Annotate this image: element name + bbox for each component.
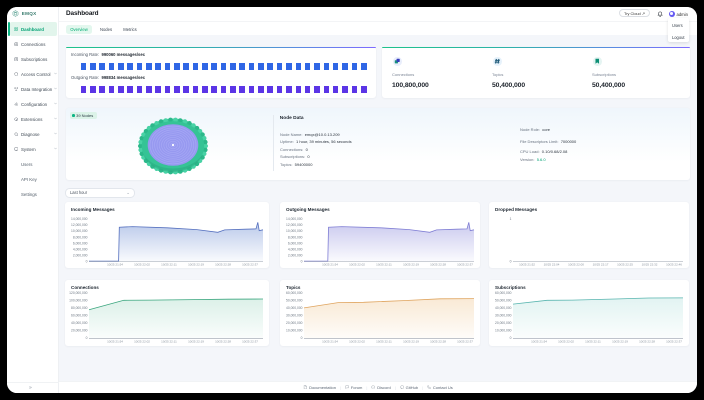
svg-text:10/25 22:25: 10/25 22:25 (617, 263, 633, 267)
svg-text:10/25 22:19: 10/25 22:19 (612, 340, 628, 344)
svg-text:10/25 22:37: 10/25 22:37 (457, 340, 473, 344)
svg-text:10/25 22:02: 10/25 22:02 (558, 340, 574, 344)
svg-text:10/25 22:02: 10/25 22:02 (349, 340, 365, 344)
svg-text:10/25 21:54: 10/25 21:54 (107, 340, 123, 344)
svg-text:10/25 22:19: 10/25 22:19 (403, 263, 419, 267)
svg-text:10/25 22:02: 10/25 22:02 (134, 263, 150, 267)
svg-text:6,000,000: 6,000,000 (288, 241, 303, 245)
svg-text:30,000,000: 30,000,000 (495, 313, 512, 317)
svg-text:10/25 22:37: 10/25 22:37 (242, 263, 258, 267)
svg-text:2,000,000: 2,000,000 (73, 253, 88, 257)
svg-text:60,000,000: 60,000,000 (71, 313, 88, 317)
svg-text:10/25 22:28: 10/25 22:28 (430, 340, 446, 344)
svg-text:10/25 22:11: 10/25 22:11 (161, 340, 177, 344)
svg-text:2,000,000: 2,000,000 (288, 253, 303, 257)
svg-text:10/25 22:04: 10/25 22:04 (544, 263, 560, 267)
svg-text:60,000,000: 60,000,000 (286, 291, 303, 295)
svg-text:10/25 21:54: 10/25 21:54 (322, 263, 338, 267)
svg-text:80,000,000: 80,000,000 (71, 306, 88, 310)
svg-text:10/25 21:52: 10/25 21:52 (519, 263, 535, 267)
svg-text:6,000,000: 6,000,000 (73, 241, 88, 245)
svg-text:8,000,000: 8,000,000 (73, 235, 88, 239)
svg-text:12,000,000: 12,000,000 (286, 223, 303, 227)
svg-text:0: 0 (301, 336, 303, 340)
svg-text:0: 0 (301, 260, 303, 264)
svg-text:10/25 22:32: 10/25 22:32 (642, 263, 658, 267)
svg-text:30,000,000: 30,000,000 (286, 313, 303, 317)
svg-text:10/25 22:46: 10/25 22:46 (666, 263, 682, 267)
svg-text:14,000,000: 14,000,000 (71, 217, 88, 221)
svg-text:120,000,000: 120,000,000 (69, 291, 88, 295)
svg-text:20,000,000: 20,000,000 (495, 321, 512, 325)
svg-text:20,000,000: 20,000,000 (71, 328, 88, 332)
svg-text:10/25 22:11: 10/25 22:11 (376, 263, 392, 267)
svg-text:10/25 22:19: 10/25 22:19 (403, 340, 419, 344)
svg-text:10/25 22:37: 10/25 22:37 (666, 340, 682, 344)
svg-text:10,000,000: 10,000,000 (286, 229, 303, 233)
svg-text:10/25 22:28: 10/25 22:28 (639, 340, 655, 344)
svg-text:10/25 21:54: 10/25 21:54 (322, 340, 338, 344)
svg-text:10/25 22:00: 10/25 22:00 (568, 263, 584, 267)
svg-text:10/25 21:54: 10/25 21:54 (107, 263, 123, 267)
svg-text:12,000,000: 12,000,000 (71, 223, 88, 227)
svg-text:4,000,000: 4,000,000 (73, 247, 88, 251)
svg-text:1: 1 (510, 217, 512, 221)
svg-text:10/25 22:11: 10/25 22:11 (585, 340, 601, 344)
svg-text:10/25 22:19: 10/25 22:19 (188, 263, 204, 267)
svg-text:8,000,000: 8,000,000 (288, 235, 303, 239)
svg-text:40,000,000: 40,000,000 (495, 306, 512, 310)
svg-text:10/25 22:37: 10/25 22:37 (242, 340, 258, 344)
svg-text:10,000,000: 10,000,000 (495, 328, 512, 332)
svg-text:10/25 22:28: 10/25 22:28 (215, 340, 231, 344)
svg-text:10,000,000: 10,000,000 (71, 229, 88, 233)
svg-text:10/25 22:02: 10/25 22:02 (134, 340, 150, 344)
svg-text:0: 0 (86, 260, 88, 264)
svg-text:50,000,000: 50,000,000 (286, 298, 303, 302)
svg-text:10/25 22:19: 10/25 22:19 (188, 340, 204, 344)
svg-text:0: 0 (510, 260, 512, 264)
svg-text:60,000,000: 60,000,000 (495, 291, 512, 295)
svg-text:0: 0 (510, 336, 512, 340)
svg-text:10/25 22:37: 10/25 22:37 (457, 263, 473, 267)
svg-text:40,000,000: 40,000,000 (71, 321, 88, 325)
svg-text:10/25 22:28: 10/25 22:28 (215, 263, 231, 267)
svg-text:4,000,000: 4,000,000 (288, 247, 303, 251)
svg-text:10/25 22:28: 10/25 22:28 (430, 263, 446, 267)
svg-text:14,000,000: 14,000,000 (286, 217, 303, 221)
svg-text:10/25 21:54: 10/25 21:54 (531, 340, 547, 344)
svg-text:20,000,000: 20,000,000 (286, 321, 303, 325)
svg-text:100,000,000: 100,000,000 (69, 298, 88, 302)
svg-text:40,000,000: 40,000,000 (286, 306, 303, 310)
svg-text:0: 0 (86, 336, 88, 340)
svg-text:50,000,000: 50,000,000 (495, 298, 512, 302)
svg-text:10,000,000: 10,000,000 (286, 328, 303, 332)
svg-text:10/25 22:11: 10/25 22:11 (376, 340, 392, 344)
svg-text:10/25 22:11: 10/25 22:11 (161, 263, 177, 267)
svg-text:10/25 22:02: 10/25 22:02 (349, 263, 365, 267)
svg-text:10/25 22:17: 10/25 22:17 (593, 263, 609, 267)
